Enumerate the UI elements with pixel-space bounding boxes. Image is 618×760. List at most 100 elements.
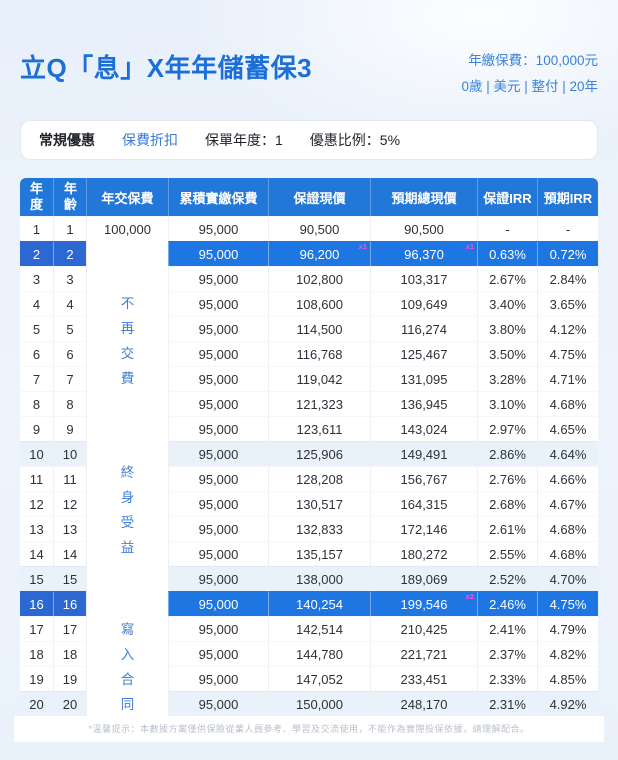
cell-cumulative-premium: 95,000 [168,591,268,616]
cell-expected-irr: 3.65% [537,291,598,316]
cell-cumulative-premium: 95,000 [168,341,268,366]
cell-guaranteed-value: 108,600 [268,291,370,316]
table-row: 15 15 95,000 138,000 189,069 2.52% 4.70% [20,566,598,591]
table-row: 7 7 95,000 119,042 131,095 3.28% 4.71% [20,366,598,391]
cell-cumulative-premium: 95,000 [168,666,268,691]
cell-expected-irr: 4.79% [537,616,598,641]
cell-guaranteed-value: 119,042 [268,366,370,391]
cell-year: 1 [20,216,53,241]
cell-expected-irr: 4.82% [537,641,598,666]
table-row: 8 8 95,000 121,323 136,945 3.10% 4.68% [20,391,598,416]
cell-age: 4 [53,291,86,316]
cell-expected-total-value: 164,315 [370,491,477,516]
cell-expected-irr: 4.92% [537,691,598,716]
cell-guaranteed-irr: 2.52% [477,566,537,591]
cell-guaranteed-value: 132,833 [268,516,370,541]
cell-guaranteed-irr: 2.97% [477,416,537,441]
premium-note: 不再交費 [120,296,135,386]
cell-cumulative-premium: 95,000 [168,566,268,591]
cell-age: 5 [53,316,86,341]
cell-age: 13 [53,516,86,541]
column-header-6: 預期總現價 [370,178,477,216]
cell-guaranteed-irr: 3.80% [477,316,537,341]
table-row: 3 3 95,000 102,800 103,317 2.67% 2.84% [20,266,598,291]
cell-age: 6 [53,341,86,366]
table-header: 年度 年齡 年交保費 累積實繳保費 保證現價 預期總現價 保證IRR 預期IRR [20,178,598,216]
cell-age: 7 [53,366,86,391]
cell-age: 1 [53,216,86,241]
cell-cumulative-premium: 95,000 [168,366,268,391]
cell-year: 8 [20,391,53,416]
cell-guaranteed-value: 150,000 [268,691,370,716]
cell-expected-total-value: 210,425 [370,616,477,641]
table-row: 6 6 95,000 116,768 125,467 3.50% 4.75% [20,341,598,366]
cell-expected-irr: 0.72% [537,241,598,266]
superscript-badge: x2 [465,592,474,601]
cell-cumulative-premium: 95,000 [168,241,268,266]
cell-expected-total-value: 221,721 [370,641,477,666]
cell-guaranteed-value: 138,000 [268,566,370,591]
cell-guaranteed-value: 147,052 [268,666,370,691]
cell-expected-total-value: 248,170 [370,691,477,716]
premium-notes-cell: 不再交費終身受益寫入合同 [86,241,168,716]
cell-guaranteed-irr: 0.63% [477,241,537,266]
cell-guaranteed-irr: 2.55% [477,541,537,566]
cell-age: 12 [53,491,86,516]
cell-expected-irr: 2.84% [537,266,598,291]
cell-guaranteed-irr: 3.10% [477,391,537,416]
cell-guaranteed-value: 144,780 [268,641,370,666]
cell-guaranteed-irr: 2.68% [477,491,537,516]
cell-guaranteed-value: 116,768 [268,341,370,366]
cell-age: 18 [53,641,86,666]
cell-guaranteed-value: 90,500 [268,216,370,241]
cell-guaranteed-value: 130,517 [268,491,370,516]
cell-expected-total-value: 233,451 [370,666,477,691]
cell-cumulative-premium: 95,000 [168,616,268,641]
cell-expected-irr: 4.70% [537,566,598,591]
cell-year: 16 [20,591,53,616]
cell-cumulative-premium: 95,000 [168,441,268,466]
cell-year: 14 [20,541,53,566]
cell-guaranteed-value: 114,500 [268,316,370,341]
cell-guaranteed-value: 142,514 [268,616,370,641]
cell-guaranteed-irr: - [477,216,537,241]
cell-guaranteed-value: 121,323 [268,391,370,416]
superscript-badge: x1 [358,242,367,251]
cell-guaranteed-value: 96,200 x1 [268,241,370,266]
cell-guaranteed-irr: 2.41% [477,616,537,641]
cell-expected-irr: 4.64% [537,441,598,466]
cell-year: 9 [20,416,53,441]
cell-guaranteed-value: 123,611 [268,416,370,441]
cell-year: 17 [20,616,53,641]
cell-guaranteed-irr: 2.33% [477,666,537,691]
benefit-table: 年度 年齡 年交保費 累積實繳保費 保證現價 預期總現價 保證IRR 預期IRR 1 1 100,… [20,178,598,716]
cell-age: 3 [53,266,86,291]
cell-expected-total-value: 156,767 [370,466,477,491]
promo-type: 保費折扣 [122,132,178,148]
cell-year: 6 [20,341,53,366]
cell-year: 2 [20,241,53,266]
cell-guaranteed-irr: 2.76% [477,466,537,491]
column-header-4: 累積實繳保費 [168,178,268,216]
cell-expected-total-value: 199,546 x2 [370,591,477,616]
column-header-3: 年交保費 [86,178,168,216]
cell-expected-total-value: 149,491 [370,441,477,466]
cell-cumulative-premium: 95,000 [168,466,268,491]
cell-cumulative-premium: 95,000 [168,691,268,716]
cell-cumulative-premium: 95,000 [168,216,268,241]
cell-expected-total-value: 103,317 [370,266,477,291]
cell-guaranteed-value: 135,157 [268,541,370,566]
cell-expected-irr: 4.68% [537,391,598,416]
cell-expected-irr: 4.12% [537,316,598,341]
table-row: 10 10 95,000 125,906 149,491 2.86% 4.64% [20,441,598,466]
benefit-table-wrap: 年度 年齡 年交保費 累積實繳保費 保證現價 預期總現價 保證IRR 預期IRR 1 1 100,… [20,178,598,716]
cell-age: 16 [53,591,86,616]
cell-guaranteed-irr: 3.28% [477,366,537,391]
cell-cumulative-premium: 95,000 [168,416,268,441]
cell-expected-irr: 4.66% [537,466,598,491]
column-header-2: 年齡 [53,178,86,216]
cell-cumulative-premium: 95,000 [168,491,268,516]
cell-annual-premium: 100,000 [86,216,168,241]
cell-age: 11 [53,466,86,491]
